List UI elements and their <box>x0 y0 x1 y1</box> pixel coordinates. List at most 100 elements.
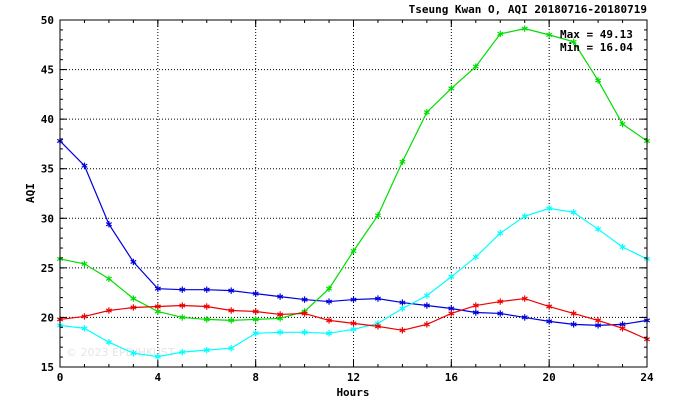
data-point <box>570 310 577 317</box>
data-point <box>399 158 406 165</box>
data-point <box>521 25 528 32</box>
data-point <box>179 302 186 309</box>
data-point <box>130 295 137 302</box>
data-point <box>374 295 382 302</box>
data-point <box>81 325 88 332</box>
data-point <box>325 317 333 324</box>
y-tick-label: 35 <box>41 163 54 176</box>
x-tick-label: 8 <box>252 371 259 384</box>
chart-title: Tseung Kwan O, AQI 20180716-20180719 <box>409 3 647 16</box>
data-point <box>595 225 602 233</box>
data-point <box>423 109 430 116</box>
data-point <box>325 330 333 337</box>
data-point <box>619 243 626 251</box>
data-point <box>374 212 382 219</box>
data-point <box>399 305 406 312</box>
data-point <box>203 286 210 293</box>
y-tick-label: 25 <box>41 262 54 275</box>
data-point <box>423 302 430 309</box>
data-point <box>325 298 333 305</box>
data-point <box>154 285 161 292</box>
data-point <box>423 321 430 328</box>
data-point <box>472 253 479 261</box>
data-point <box>228 307 235 314</box>
data-point <box>619 120 626 128</box>
x-tick-label: 0 <box>57 371 64 384</box>
data-point <box>423 292 430 299</box>
data-point <box>130 349 137 357</box>
data-point <box>619 325 626 332</box>
data-point <box>448 85 455 92</box>
data-point <box>203 346 210 354</box>
data-point <box>497 310 504 317</box>
data-point <box>277 311 284 318</box>
data-point <box>228 344 235 352</box>
data-point <box>301 296 308 303</box>
data-point <box>497 30 504 38</box>
data-point <box>252 290 259 297</box>
data-point <box>497 229 504 237</box>
data-point <box>546 303 553 310</box>
y-tick-label: 30 <box>41 212 54 225</box>
data-point <box>595 317 602 324</box>
data-point <box>350 247 357 255</box>
data-point <box>350 296 357 303</box>
data-point <box>154 353 161 360</box>
data-point <box>105 307 112 314</box>
min-annotation: Min = 16.04 <box>560 41 633 54</box>
data-point <box>546 31 553 39</box>
series-line-3 <box>59 297 648 340</box>
data-point <box>105 275 112 282</box>
data-point <box>546 205 553 212</box>
data-point <box>448 310 455 317</box>
y-axis-title: AQI <box>24 183 37 203</box>
data-point <box>105 339 112 346</box>
x-tick-label: 20 <box>543 371 556 384</box>
data-point <box>374 323 382 330</box>
data-point <box>203 316 210 323</box>
data-point <box>228 317 235 324</box>
data-point <box>546 318 553 325</box>
data-point <box>472 302 479 309</box>
data-point <box>179 314 186 321</box>
y-tick-label: 20 <box>41 311 54 324</box>
data-point <box>154 303 161 310</box>
data-point <box>179 286 186 293</box>
data-point <box>130 258 137 266</box>
data-point <box>81 162 88 169</box>
data-point <box>399 299 406 306</box>
data-point <box>595 77 602 84</box>
data-point <box>472 309 479 316</box>
data-point <box>301 329 308 336</box>
data-point <box>350 320 357 327</box>
data-point <box>325 285 333 292</box>
data-point <box>301 310 308 317</box>
y-tick-label: 45 <box>41 64 54 77</box>
data-point <box>252 330 259 337</box>
series-line-1 <box>59 28 648 322</box>
x-tick-label: 12 <box>347 371 360 384</box>
data-point <box>81 260 88 268</box>
data-point <box>105 221 112 228</box>
y-tick-label: 50 <box>41 14 54 27</box>
data-point <box>228 287 235 294</box>
data-point <box>252 308 259 315</box>
data-point <box>350 326 357 333</box>
y-tick-label: 15 <box>41 361 54 374</box>
data-point <box>472 63 479 70</box>
data-point <box>203 303 210 310</box>
x-tick-label: 4 <box>155 371 162 384</box>
grid-lines <box>60 20 647 367</box>
series-layer <box>56 25 651 360</box>
data-point <box>497 298 504 305</box>
data-point <box>130 304 137 311</box>
data-point <box>570 209 577 216</box>
data-point <box>252 316 259 323</box>
x-axis-title: Hours <box>336 386 369 399</box>
data-point <box>277 329 284 336</box>
data-point <box>399 327 406 334</box>
data-point <box>521 295 528 302</box>
data-point <box>448 273 455 280</box>
